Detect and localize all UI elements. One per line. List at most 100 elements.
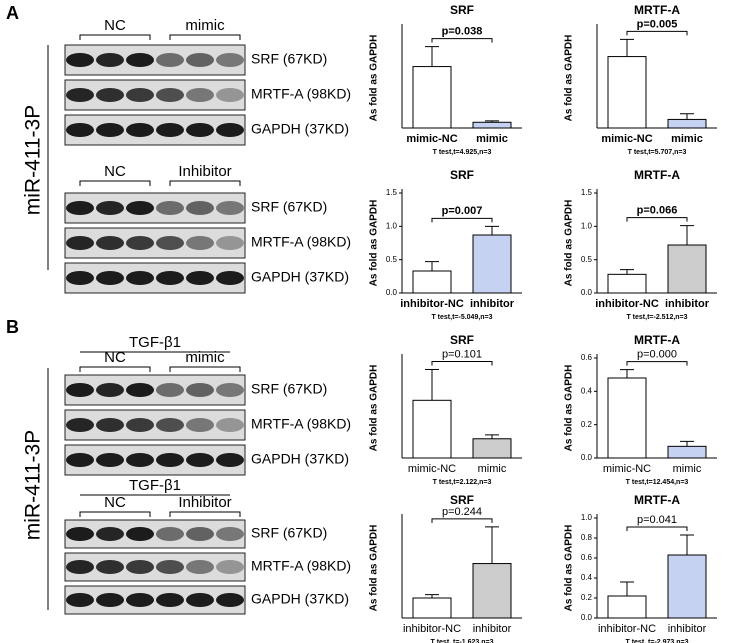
blot-band	[186, 236, 214, 250]
group-bracket	[79, 34, 151, 40]
treatment-label: TGF-β1	[129, 477, 181, 494]
y-tick-label: 0.4	[581, 386, 593, 395]
blot-strip	[64, 519, 246, 549]
blot-band	[96, 418, 124, 432]
x-tick-label: mimic-NC	[408, 463, 456, 475]
y-tick-label: 0.5	[581, 255, 593, 264]
blot-band	[186, 88, 214, 102]
blot-band	[126, 560, 154, 574]
significance-bracket	[431, 518, 493, 523]
blot-band	[186, 271, 214, 285]
annotation: p=0.000	[637, 349, 677, 361]
group-label: mimic	[185, 349, 225, 366]
blot-row-label: MRTF-A (98KD)	[251, 86, 351, 102]
x-tick-label: inhibitor	[470, 298, 515, 310]
y-tick-label: 1.0	[581, 513, 593, 522]
blot-band	[216, 593, 244, 607]
error-bar	[680, 113, 694, 120]
blot-band	[126, 236, 154, 250]
blot-band	[216, 418, 244, 432]
blot-band	[96, 271, 124, 285]
y-tick-label: 1.5	[386, 188, 398, 197]
x-tick-label: mimic-NC	[603, 463, 651, 475]
test-note: T test,t=-2.512,n=3	[626, 314, 687, 321]
blot-band	[156, 560, 184, 574]
annotation: p=0.005	[637, 18, 678, 30]
y-axis-label: As fold as GAPDH	[564, 200, 575, 287]
blot-band	[96, 527, 124, 541]
blot-band	[156, 383, 184, 397]
x-tick-label: mimic	[673, 463, 702, 475]
blot-band	[66, 88, 94, 102]
error-bar	[485, 434, 499, 439]
test-note: T test,t=4.925,n=3	[433, 149, 492, 156]
blot-band	[156, 88, 184, 102]
test-note: T test,t=-5.049,n=3	[431, 314, 492, 321]
error-bar	[425, 261, 439, 271]
blot-band	[156, 418, 184, 432]
error-bar	[680, 440, 694, 447]
blot-row-label: SRF (67KD)	[251, 525, 327, 541]
annotation: p=0.041	[637, 514, 677, 526]
y-axis-label: As fold as GAPDH	[369, 35, 380, 122]
x-tick-label: mimic	[671, 133, 703, 145]
y-tick-label: 0.0	[581, 288, 593, 297]
bar	[472, 563, 512, 619]
blot-band	[66, 271, 94, 285]
blot-strip	[64, 444, 246, 476]
bar	[472, 234, 512, 294]
x-tick-label: inhibitor	[473, 623, 512, 635]
blot-row-label: MRTF-A (98KD)	[251, 234, 351, 250]
test-note: T test,t=5.707,n=3	[628, 149, 687, 156]
error-bar	[680, 534, 694, 555]
error-bar	[620, 369, 634, 378]
blot-strip	[64, 374, 246, 406]
blot-band	[96, 453, 124, 467]
significance-bracket	[626, 217, 688, 222]
bar	[667, 244, 707, 294]
group-label: NC	[104, 494, 126, 511]
bar	[412, 399, 452, 459]
blot-band	[186, 527, 214, 541]
bar	[412, 597, 452, 619]
annotation: p=0.066	[637, 205, 678, 217]
annotation: p=0.007	[442, 205, 483, 217]
blot-strip	[64, 44, 246, 76]
blot-band	[186, 123, 214, 137]
panel-label: B	[6, 317, 19, 337]
blot-band	[96, 560, 124, 574]
blot-strip	[64, 192, 246, 224]
annotation: p=0.244	[442, 506, 482, 518]
significance-bracket	[431, 38, 493, 43]
blot-band	[126, 527, 154, 541]
group-bracket	[169, 180, 241, 186]
blot-row-label: MRTF-A (98KD)	[251, 558, 351, 574]
side-label: miR-411-3P	[22, 105, 45, 215]
blot-band	[216, 53, 244, 67]
blot-band	[126, 418, 154, 432]
blot-band	[156, 593, 184, 607]
y-tick-label: 0.6	[581, 553, 593, 562]
significance-bracket	[431, 361, 493, 366]
blot-band	[156, 123, 184, 137]
error-bar	[680, 225, 694, 245]
error-bar	[425, 369, 439, 401]
y-tick-label: 0.0	[386, 288, 398, 297]
bar	[667, 445, 707, 459]
blot-band	[66, 236, 94, 250]
blot-row-label: MRTF-A (98KD)	[251, 416, 351, 432]
group-bracket	[79, 511, 151, 517]
blot-band	[186, 560, 214, 574]
blot-row-label: GAPDH (37KD)	[251, 121, 349, 137]
x-tick-label: mimic	[476, 133, 508, 145]
blot-band	[216, 236, 244, 250]
x-tick-label: inhibitor-NC	[595, 298, 659, 310]
y-axis-label: As fold as GAPDH	[564, 365, 575, 452]
blot-band	[216, 383, 244, 397]
blot-band	[66, 560, 94, 574]
x-tick-label: mimic	[478, 463, 507, 475]
blot-band	[186, 53, 214, 67]
bar	[607, 273, 647, 294]
blot-row-label: GAPDH (37KD)	[251, 591, 349, 607]
panel-label: A	[6, 3, 19, 23]
